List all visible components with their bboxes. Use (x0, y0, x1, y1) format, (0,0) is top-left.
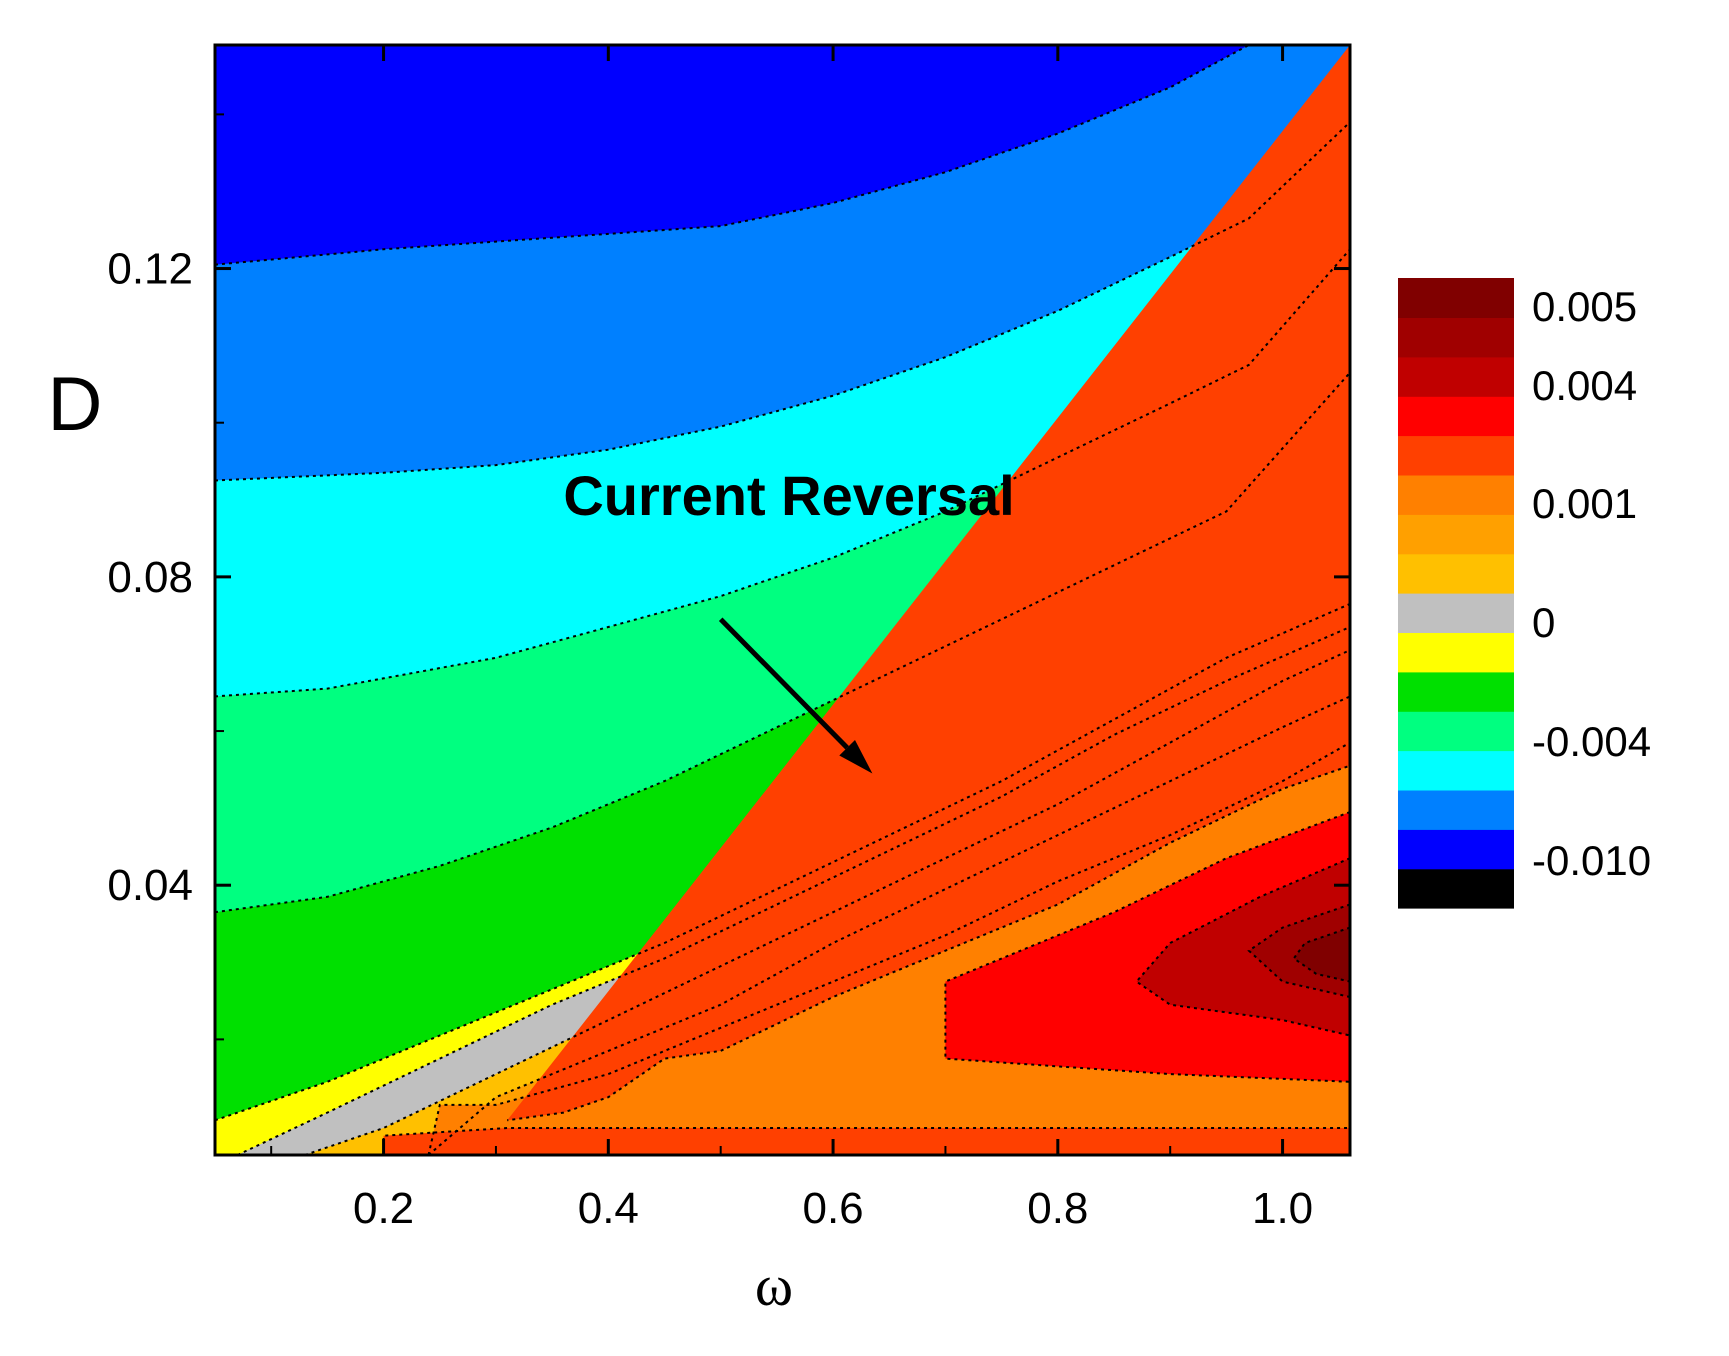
colorbar-label: 0.001 (1532, 480, 1637, 527)
colorbar-swatch (1398, 514, 1514, 555)
colorbar: -0.010 -0.004 0 0.001 0.004 0.005 (1398, 278, 1651, 909)
contour-lines (215, 45, 1350, 1155)
contour-line-4 (215, 371, 1350, 914)
colorbar-label: 0.005 (1532, 283, 1637, 330)
contour-line-6 (237, 626, 1350, 1155)
colorbar-swatch (1398, 435, 1514, 476)
colorbar-swatch (1398, 750, 1514, 791)
colorbar-swatch (1398, 278, 1514, 318)
x-axis-title: ω (755, 1253, 793, 1318)
x-tick-label: 0.6 (802, 1184, 863, 1233)
colorbar-swatch (1398, 593, 1514, 633)
colorbar-swatch (1398, 396, 1514, 437)
y-tick-label: 0.04 (107, 861, 193, 910)
contour-line-7 (304, 649, 1350, 1155)
y-tick-label: 0.08 (107, 553, 193, 602)
contour-line-3 (215, 248, 1350, 698)
colorbar-label: 0.004 (1532, 362, 1637, 409)
contour-regions (215, 45, 1350, 1155)
colorbar-swatch (1398, 317, 1514, 358)
colorbar-swatch (1398, 711, 1514, 752)
colorbar-swatch (1398, 356, 1514, 397)
colorbar-swatch (1398, 789, 1514, 830)
x-tick-label: 0.2 (353, 1184, 414, 1233)
annotation-text: Current Reversal (563, 464, 1014, 527)
colorbar-label: -0.004 (1532, 718, 1651, 765)
y-axis: 0.04 0.08 0.12 (107, 113, 1350, 1041)
annotation: Current Reversal (563, 464, 1015, 774)
y-axis-title: D (48, 362, 103, 447)
contour-line-11 (944, 811, 1350, 1083)
colorbar-label: -0.010 (1532, 837, 1651, 884)
annotation-arrow (718, 617, 849, 750)
colorbar-swatch (1398, 671, 1514, 712)
x-tick-label: 0.4 (578, 1184, 639, 1233)
y-tick-label: 0.12 (107, 245, 193, 294)
x-tick-label: 1.0 (1252, 1184, 1313, 1233)
colorbar-swatch (1398, 474, 1514, 515)
x-tick-label: 0.8 (1027, 1184, 1088, 1233)
contour-line-1 (215, 45, 1250, 266)
colorbar-swatch (1398, 553, 1514, 594)
contour-region-10 (383, 45, 1350, 1155)
plot-frame (213, 43, 1352, 1157)
annotation-arrow-head (839, 740, 873, 774)
colorbar-swatch (1398, 829, 1514, 870)
contour-region-14 (1293, 927, 1350, 982)
colorbar-swatch (1398, 632, 1514, 673)
contour-region-12 (1136, 858, 1350, 1036)
contour-line-8 (427, 695, 1350, 1155)
colorbar-swatch (1398, 868, 1514, 909)
colorbar-label: 0 (1532, 599, 1555, 646)
contour-line-9 (427, 741, 1350, 1155)
contour-line-13 (1247, 903, 1350, 999)
x-axis: 0.2 0.4 0.6 0.8 1.0 (270, 45, 1313, 1233)
contour-line-12 (1135, 857, 1350, 1037)
